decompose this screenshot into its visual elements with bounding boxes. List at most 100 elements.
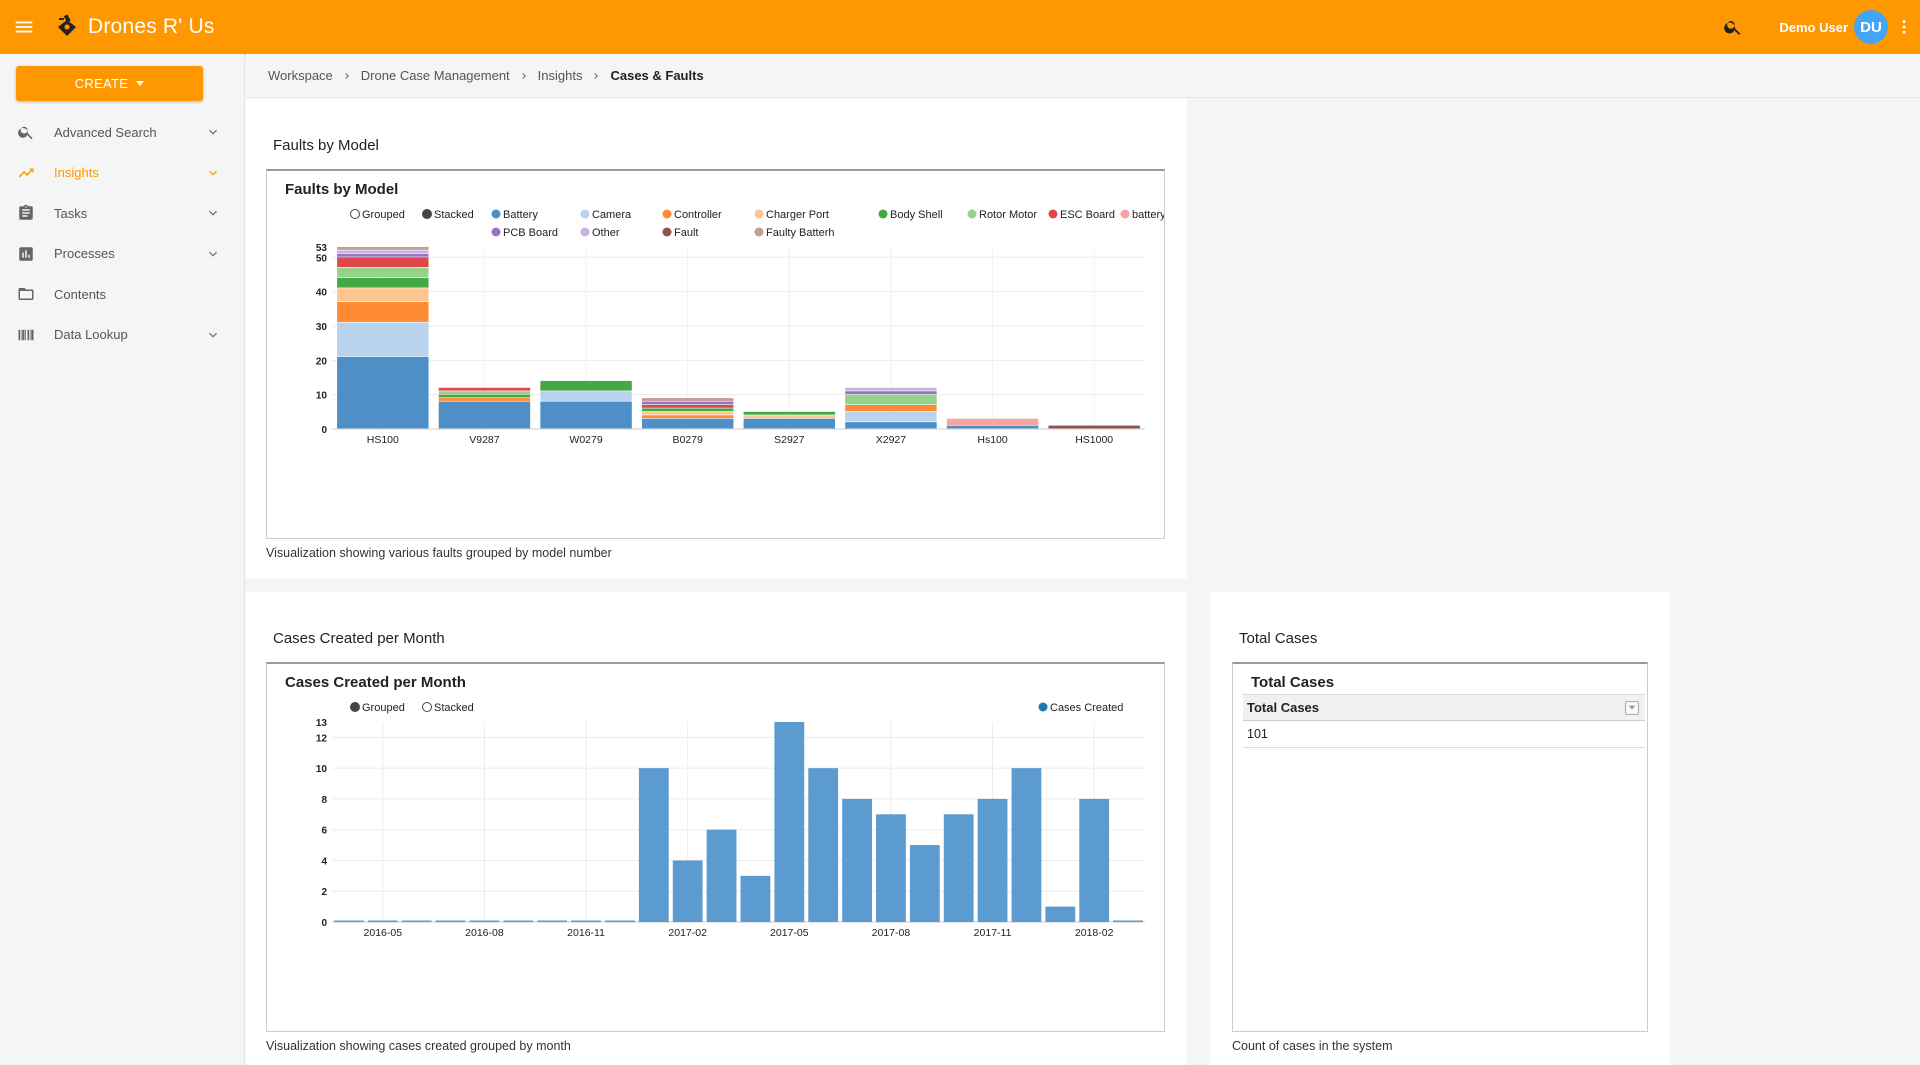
total-cases-table-box: Total Cases Total Cases 101 [1232, 662, 1648, 1032]
radio-icon[interactable] [422, 702, 432, 712]
mode-option-grouped[interactable]: Grouped [350, 209, 405, 221]
bar [774, 722, 805, 922]
column-header-total-cases[interactable]: Total Cases [1247, 700, 1320, 715]
legend-label: ESC Board [1060, 209, 1115, 221]
sidebar-item-label: Data Lookup [54, 327, 128, 343]
legend-swatch [878, 209, 888, 219]
bar-segment [438, 401, 531, 429]
sidebar-item-tasks[interactable]: Tasks [0, 193, 245, 234]
bar-segment [1048, 425, 1140, 429]
avatar[interactable]: DU [1854, 10, 1888, 44]
sidebar-item-label: Advanced Search [54, 124, 157, 140]
breadcrumb-insights[interactable]: Insights [537, 68, 583, 83]
mode-option-stacked[interactable]: Stacked [422, 702, 474, 714]
drone-logo-icon [58, 14, 76, 36]
bar [1045, 906, 1076, 922]
bar-segment [743, 411, 836, 415]
bar [638, 768, 669, 922]
cases-per-month-chart: Grouped Stacked Cases Created 0 2 4 6 8 10 12 13 20… [316, 702, 1145, 939]
chevron-down-icon[interactable] [201, 242, 225, 266]
mode-option-label[interactable]: Grouped [362, 209, 405, 221]
user-name[interactable]: Demo User [1779, 19, 1848, 35]
sidebar-item-contents[interactable]: Contents [0, 274, 245, 315]
bar-segment [845, 404, 937, 412]
breadcrumb-workspace[interactable]: Workspace [268, 68, 333, 83]
bar-segment [845, 422, 937, 429]
chevron-down-icon[interactable] [201, 120, 225, 144]
legend-swatch [1038, 702, 1048, 712]
menu-icon[interactable] [0, 0, 48, 54]
legend-swatch [662, 227, 672, 237]
legend-label: Charger Port [766, 209, 829, 221]
breadcrumb-drone-case-management[interactable]: Drone Case Management [360, 68, 510, 83]
chevron-down-icon[interactable] [201, 323, 225, 347]
breadcrumb: Workspace Drone Case Management Insights… [246, 54, 1920, 98]
radio-icon[interactable] [422, 209, 432, 219]
folder-icon [16, 284, 36, 304]
bar [842, 798, 872, 922]
radio-icon[interactable] [350, 209, 360, 219]
bar [977, 798, 1008, 922]
sidebar-item-label: Insights [54, 165, 99, 181]
bar-segment [337, 247, 429, 250]
x-tick-label: S2927 [774, 434, 805, 446]
chevron-right-icon [590, 70, 602, 82]
x-tick-label: X2927 [876, 434, 907, 446]
bar-segment [337, 257, 429, 268]
bar-segment [946, 418, 1039, 425]
y-tick-label: 30 [316, 322, 328, 333]
filter-icon[interactable] [1625, 701, 1639, 715]
sidebar-item-insights[interactable]: Insights [0, 153, 245, 194]
breadcrumb-cases-faults: Cases & Faults [610, 68, 704, 83]
bar-segment [946, 425, 1039, 429]
legend-swatch [754, 209, 764, 219]
bar [808, 768, 839, 922]
bar [1079, 798, 1110, 922]
radio-icon[interactable] [350, 702, 360, 712]
table-header: Total Cases [1243, 694, 1645, 721]
bar-segment [845, 387, 937, 391]
more-vert-icon[interactable] [1888, 0, 1920, 54]
table-cell: 101 [1247, 727, 1268, 741]
mode-option-label[interactable]: Stacked [434, 209, 474, 221]
bar [740, 875, 771, 922]
legend-swatch [580, 209, 590, 219]
sidebar-item-advanced-search[interactable]: Advanced Search [0, 112, 245, 153]
legend-label: battery [1132, 209, 1164, 221]
legend-swatch [580, 227, 590, 237]
trending-up-icon [16, 163, 36, 183]
chevron-down-icon[interactable] [201, 201, 225, 225]
legend-label: Camera [592, 209, 632, 221]
mode-option-grouped[interactable]: Grouped [350, 702, 405, 714]
create-button[interactable]: CREATE [16, 66, 203, 101]
table-caption: Count of cases in the system [1232, 1039, 1393, 1053]
faults-chart-box: Faults by Model Grouped Stacked Battery Cam… [266, 169, 1165, 539]
table-title: Total Cases [1251, 674, 1335, 691]
cases-per-month-panel: Cases Created per Month Cases Created pe… [246, 592, 1187, 1065]
cases-chart-box: Cases Created per Month Grouped Stacked Ca… [266, 662, 1165, 1032]
search-icon[interactable] [1713, 7, 1753, 47]
bar [672, 860, 703, 922]
chart-title: Faults by Model [285, 181, 399, 198]
panel-title: Faults by Model [273, 137, 379, 154]
bar-segment [641, 418, 734, 429]
sidebar-item-data-lookup[interactable]: Data Lookup [0, 315, 245, 356]
legend-swatch [491, 227, 501, 237]
mode-option-stacked[interactable]: Stacked [422, 209, 474, 221]
sidebar-item-processes[interactable]: Processes [0, 234, 245, 275]
bar-segment [337, 301, 429, 322]
x-tick-label: 2016-05 [364, 927, 403, 939]
create-button-label: CREATE [74, 76, 129, 91]
mode-option-label[interactable]: Stacked [434, 702, 474, 714]
bar-segment [438, 398, 531, 401]
bar-segment [641, 404, 734, 408]
bar [1011, 768, 1042, 922]
y-tick-label: 2 [321, 887, 327, 898]
table-row: 101 [1243, 721, 1645, 748]
bar [367, 920, 398, 922]
bar-segment [641, 401, 734, 405]
legend-label: Controller [674, 209, 722, 221]
chevron-down-icon[interactable] [201, 161, 225, 185]
mode-option-label[interactable]: Grouped [362, 702, 405, 714]
chevron-right-icon [518, 70, 530, 82]
